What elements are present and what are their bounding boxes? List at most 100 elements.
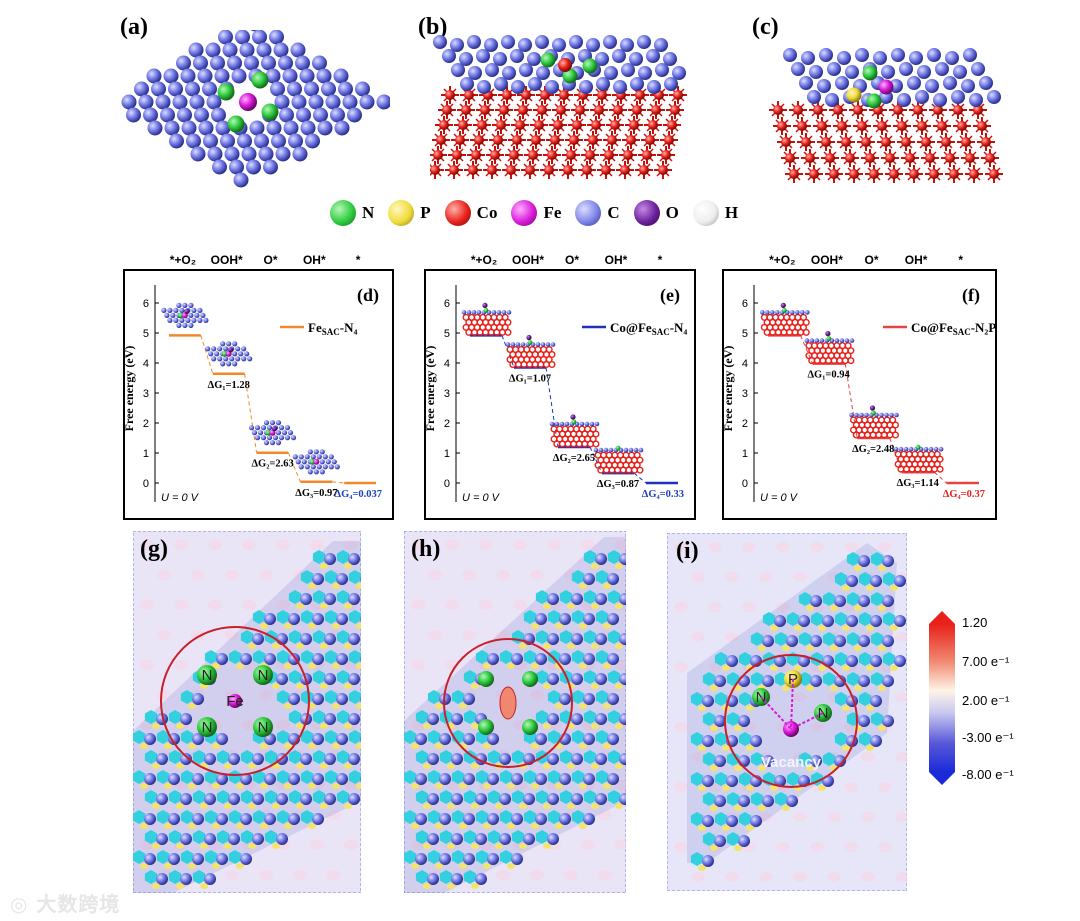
carbon-atom: [595, 52, 609, 66]
cobalt-atom: [865, 153, 875, 163]
accumulation-lobe: [495, 803, 503, 809]
depletion-hexagon: [475, 810, 489, 824]
cobalt-atom: [797, 121, 807, 131]
accumulation-lobe: [842, 665, 850, 671]
cobalt-atom: [885, 153, 895, 163]
depletion-hexagon: [726, 712, 740, 726]
mini-carbon-atom: [559, 421, 565, 427]
accumulation-lobe: [758, 765, 766, 771]
carbon-atom: [607, 653, 619, 665]
background-blob: [428, 570, 442, 580]
accumulation-lobe: [770, 665, 778, 671]
carbon-atom: [827, 62, 841, 76]
carbon-atom: [583, 733, 595, 745]
cobalt-atom: [658, 165, 668, 175]
mini-carbon-atom: [540, 342, 546, 347]
mini-carbon-atom: [191, 317, 197, 323]
depletion-hexagon: [547, 810, 561, 824]
depletion-hexagon: [571, 770, 585, 784]
vacancy-label: Vacancy: [761, 754, 822, 771]
mini-co-hex: [797, 328, 805, 336]
carbon-atom: [613, 80, 627, 94]
accumulation-lobe: [806, 645, 814, 651]
depletion-hexagon: [192, 830, 206, 844]
mini-oxygen-atom: [780, 302, 786, 308]
accumulation-lobe: [579, 783, 587, 789]
accumulation-lobe: [507, 863, 515, 869]
carbon-atom: [511, 813, 523, 825]
accumulation-lobe: [200, 843, 208, 849]
depletion-hexagon: [348, 650, 361, 664]
carbon-atom: [663, 52, 677, 66]
mini-carbon-atom: [854, 412, 859, 418]
accumulation-lobe: [866, 745, 874, 751]
accumulation-lobe: [260, 623, 268, 629]
carbon-atom: [702, 855, 714, 867]
carbon-atom: [189, 94, 205, 110]
mini-carbon-atom: [319, 449, 325, 455]
carbon-atom: [569, 35, 583, 49]
depletion-hexagon: [348, 570, 361, 584]
mini-carbon-atom: [549, 421, 555, 427]
depletion-hexagon: [192, 750, 206, 764]
mini-carbon-atom: [176, 322, 182, 328]
depletion-hexagon: [822, 632, 836, 646]
accumulation-lobe: [459, 823, 467, 829]
cobalt-atom: [502, 90, 512, 100]
panel-label-i: (i): [676, 538, 699, 564]
cobalt-atom: [471, 150, 481, 160]
accumulation-lobe: [890, 665, 898, 671]
accumulation-lobe: [854, 645, 862, 651]
cobalt-atom: [801, 137, 811, 147]
accumulation-lobe: [296, 803, 304, 809]
carbon-atom: [846, 575, 858, 587]
depletion-hexagon: [846, 552, 860, 566]
carbon-atom: [144, 773, 156, 785]
carbon-atom: [304, 81, 319, 97]
legend-item-h: H: [692, 200, 738, 226]
accumulation-lobe: [758, 805, 766, 811]
depletion-hexagon: [523, 610, 537, 624]
carbon-atom: [216, 853, 228, 865]
accumulation-lobe: [579, 743, 587, 749]
y-tick-label: 1: [742, 448, 748, 460]
accumulation-lobe: [710, 725, 718, 731]
legend-item-fe: Fe: [511, 200, 561, 226]
carbon-atom: [216, 733, 228, 745]
depletion-hexagon: [228, 770, 242, 784]
accumulation-lobe: [308, 823, 316, 829]
carbon-atom: [894, 615, 906, 627]
background-blob: [530, 690, 544, 700]
cobalt-atom: [506, 165, 516, 175]
cobalt-atom: [857, 121, 867, 131]
carbon-atom: [460, 77, 474, 91]
depletion-hexagon: [607, 670, 621, 684]
cobalt-atom: [575, 105, 585, 115]
carbon-atom: [459, 52, 473, 66]
cobalt-atom: [773, 105, 783, 115]
depletion-hexagon: [774, 792, 788, 806]
carbon-atom: [571, 753, 583, 765]
delta-g-label-1: ΔG₁=1.07: [509, 374, 551, 385]
carbon-atom: [786, 795, 798, 807]
carbon-atom: [252, 30, 267, 45]
carbon-atom: [475, 833, 487, 845]
carbon-atom: [210, 55, 225, 71]
accumulation-lobe: [543, 763, 551, 769]
depletion-hexagon: [798, 632, 812, 646]
carbon-atom: [240, 653, 252, 665]
mini-co-hex: [498, 328, 506, 336]
accumulation-lobe: [543, 843, 551, 849]
mini-co-hex: [542, 360, 550, 368]
carbon-atom: [619, 793, 626, 805]
accumulation-lobe: [830, 645, 838, 651]
background-blob: [259, 690, 273, 700]
cobalt-atom: [645, 135, 655, 145]
category-label-e-3: OH*: [604, 253, 628, 267]
depletion-hexagon: [133, 850, 146, 864]
accumulation-lobe: [140, 823, 148, 829]
carbon-atom: [511, 80, 525, 94]
mini-oxygen-atom: [570, 414, 576, 420]
mini-nitrogen-atom: [527, 340, 533, 345]
carbon-atom: [348, 673, 360, 685]
